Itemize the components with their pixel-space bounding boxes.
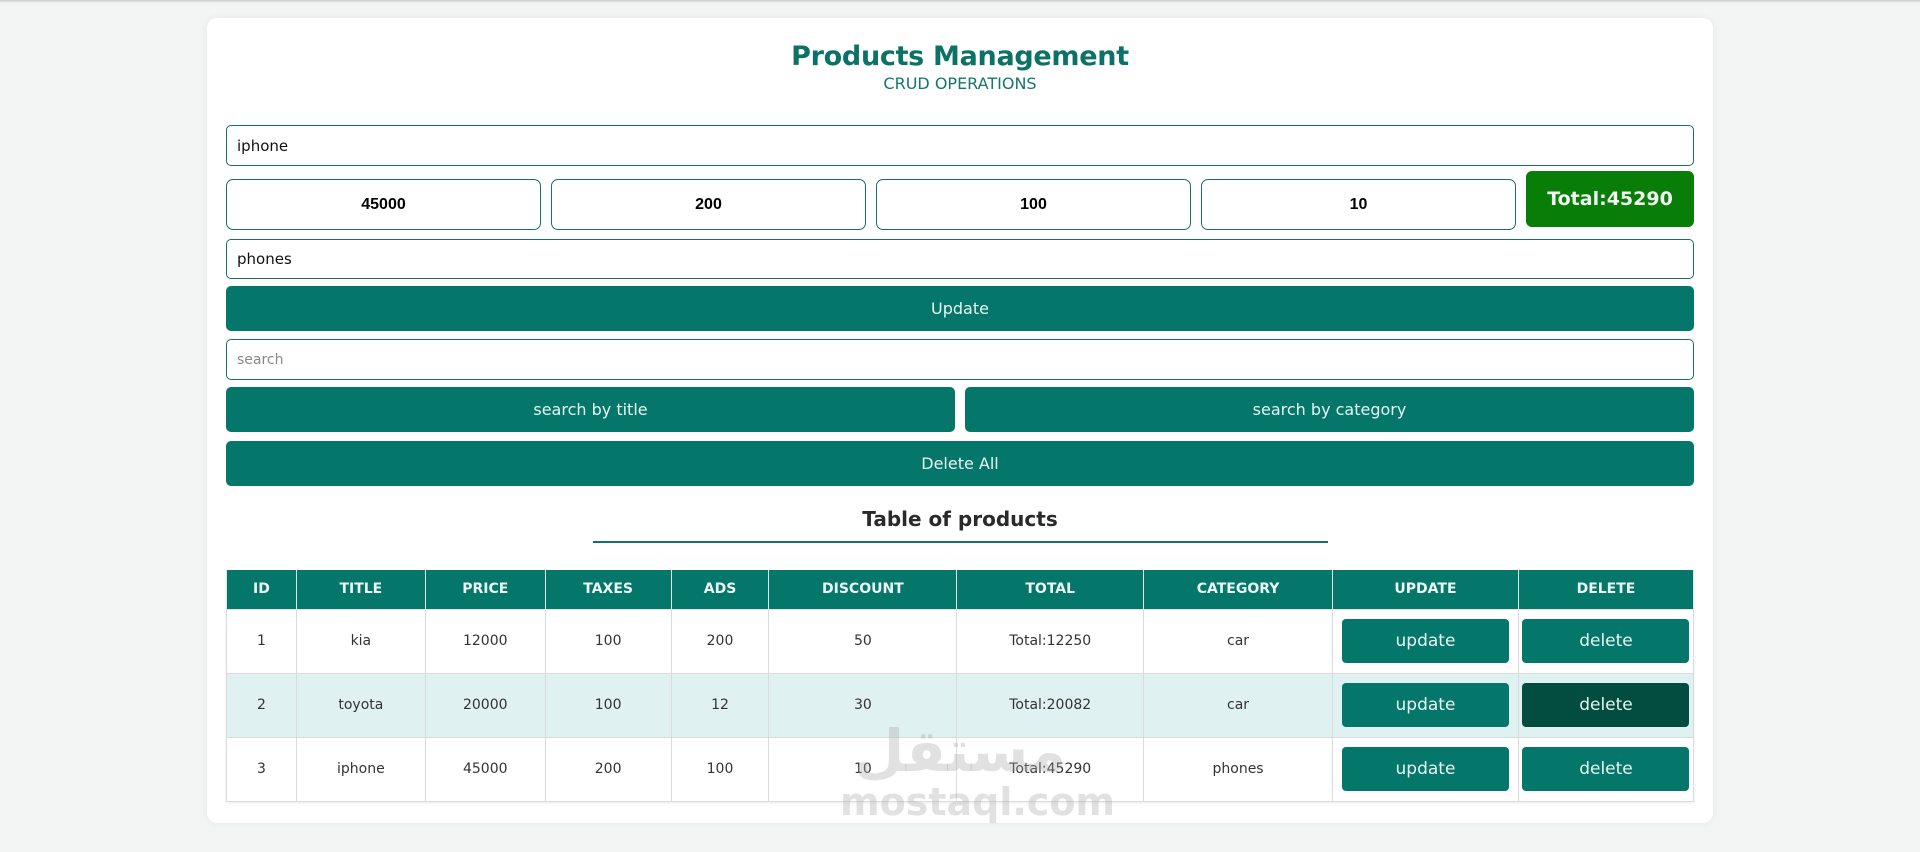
table-row: 2 toyota 20000 100 12 30 Total:20082 car…: [226, 672, 1695, 738]
cell-id: 2: [226, 672, 297, 738]
submit-update-button[interactable]: Update: [226, 286, 1694, 331]
page-title: Products Management: [791, 41, 1129, 72]
col-header-taxes: TAXES: [544, 570, 672, 610]
ads-input[interactable]: [876, 179, 1191, 230]
cell-price: 45000: [424, 736, 546, 802]
table-header-row: ID TITLE PRICE TAXES ADS DISCOUNT TOTAL …: [226, 570, 1695, 610]
col-header-ads: ADS: [670, 570, 770, 610]
category-input[interactable]: [226, 239, 1694, 279]
table-row: 3 iphone 45000 200 100 10 Total:45290 ph…: [226, 736, 1695, 802]
search-input[interactable]: [226, 339, 1694, 380]
taxes-input[interactable]: [551, 179, 866, 230]
cell-id: 1: [226, 608, 297, 674]
cell-id: 3: [226, 736, 297, 802]
title-input[interactable]: [226, 125, 1694, 166]
cell-total: Total:45290: [956, 736, 1145, 802]
col-header-id: ID: [226, 570, 297, 610]
table-title-underline: [592, 541, 1328, 543]
cell-title: toyota: [295, 672, 426, 738]
cell-ads: 200: [670, 608, 770, 674]
products-table: ID TITLE PRICE TAXES ADS DISCOUNT TOTAL …: [226, 570, 1695, 802]
browser-top-shadow: [0, 0, 1920, 3]
pricing-row: Total:45290: [226, 170, 1694, 230]
cell-category: car: [1143, 672, 1333, 738]
col-header-total: TOTAL: [956, 570, 1145, 610]
main-card: Products Management CRUD OPERATIONS Tota…: [207, 18, 1713, 823]
row-update-button[interactable]: update: [1341, 619, 1509, 663]
cell-update: update: [1331, 608, 1519, 674]
col-header-price: PRICE: [424, 570, 546, 610]
col-header-category: CATEGORY: [1143, 570, 1333, 610]
row-delete-button[interactable]: delete: [1522, 683, 1690, 727]
cell-total: Total:12250: [956, 608, 1145, 674]
cell-ads: 12: [670, 672, 770, 738]
discount-input[interactable]: [1201, 179, 1516, 230]
cell-taxes: 100: [544, 608, 672, 674]
cell-discount: 10: [768, 736, 958, 802]
row-delete-button[interactable]: delete: [1522, 619, 1690, 663]
cell-taxes: 200: [544, 736, 672, 802]
delete-all-button[interactable]: Delete All: [226, 441, 1694, 486]
cell-category: car: [1143, 608, 1333, 674]
cell-price: 12000: [424, 608, 546, 674]
page-subtitle: CRUD OPERATIONS: [883, 74, 1037, 93]
cell-update: update: [1331, 672, 1519, 738]
search-buttons-row: search by title search by category: [226, 387, 1694, 432]
cell-ads: 100: [670, 736, 770, 802]
search-by-title-button[interactable]: search by title: [226, 387, 955, 432]
cell-delete: delete: [1517, 608, 1695, 674]
cell-discount: 30: [768, 672, 958, 738]
cell-title: iphone: [295, 736, 426, 802]
col-header-title: TITLE: [295, 570, 426, 610]
cell-total: Total:20082: [956, 672, 1145, 738]
cell-title: kia: [295, 608, 426, 674]
row-delete-button[interactable]: delete: [1522, 747, 1690, 791]
row-update-button[interactable]: update: [1341, 747, 1509, 791]
cell-delete: delete: [1517, 672, 1695, 738]
cell-taxes: 100: [544, 672, 672, 738]
product-form: Total:45290 Update search by title searc…: [226, 125, 1694, 543]
table-title: Table of products: [862, 507, 1058, 531]
table-row: 1 kia 12000 100 200 50 Total:12250 car u…: [226, 608, 1695, 674]
cell-update: update: [1331, 736, 1519, 802]
cell-delete: delete: [1517, 736, 1695, 802]
price-input[interactable]: [226, 179, 541, 230]
search-by-category-button[interactable]: search by category: [965, 387, 1694, 432]
col-header-discount: DISCOUNT: [768, 570, 958, 610]
col-header-update: UPDATE: [1331, 570, 1519, 610]
page-header: Products Management CRUD OPERATIONS: [207, 18, 1713, 94]
col-header-delete: DELETE: [1517, 570, 1695, 610]
cell-discount: 50: [768, 608, 958, 674]
cell-category: phones: [1143, 736, 1333, 802]
total-display: Total:45290: [1526, 170, 1694, 227]
cell-price: 20000: [424, 672, 546, 738]
row-update-button[interactable]: update: [1341, 683, 1509, 727]
